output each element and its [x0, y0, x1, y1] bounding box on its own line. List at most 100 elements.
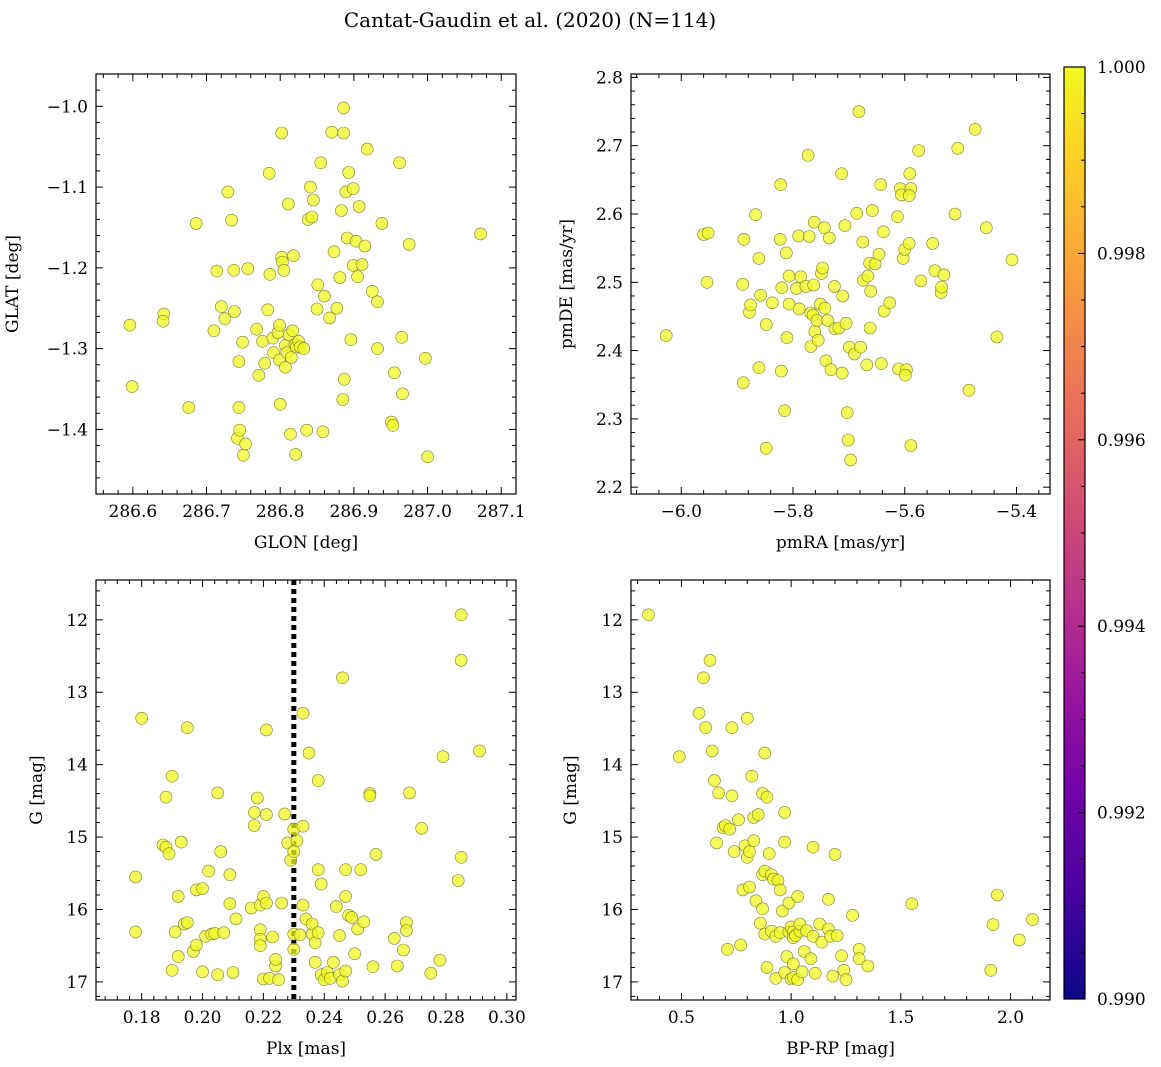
data-point — [433, 953, 447, 967]
x-tick-label: 0.22 — [244, 1008, 282, 1028]
y-tick-label: 17 — [66, 973, 88, 993]
data-point — [732, 813, 745, 827]
colorbar-tick-label: 0.994 — [1097, 617, 1146, 637]
data-point — [365, 284, 379, 298]
y-tick-label: 15 — [66, 828, 88, 848]
data-point — [211, 968, 224, 982]
data-point — [791, 890, 805, 903]
y-tick-label: −1.4 — [47, 420, 88, 440]
y-axis-label: G [mag] — [27, 755, 47, 824]
y-tick-label: 16 — [66, 900, 88, 920]
data-point — [229, 912, 243, 926]
data-point — [883, 296, 897, 310]
data-point — [968, 123, 982, 136]
data-point — [839, 316, 853, 330]
x-axis-label: GLON [deg] — [254, 533, 358, 553]
data-point — [190, 938, 203, 952]
data-point — [278, 807, 292, 821]
data-point — [337, 372, 351, 386]
y-tick-label: 13 — [601, 683, 623, 703]
data-point — [289, 448, 303, 461]
data-point — [360, 142, 374, 156]
x-axis-label: Plx [mas] — [266, 1039, 346, 1059]
data-point — [806, 929, 820, 943]
y-tick-label: 2.3 — [596, 410, 623, 430]
data-point — [402, 238, 416, 251]
data-point — [699, 721, 712, 735]
data-point — [165, 963, 179, 977]
colorbar-tick-label: 0.990 — [1097, 990, 1146, 1010]
data-point — [260, 808, 273, 821]
data-point — [815, 935, 829, 949]
data-point — [181, 721, 194, 735]
data-point — [310, 302, 324, 316]
x-tick-label: 0.26 — [366, 1008, 404, 1028]
data-point — [822, 231, 836, 245]
x-axis-label: pmRA [mas/yr] — [776, 533, 905, 553]
data-point — [293, 928, 307, 942]
data-point — [758, 746, 772, 760]
data-point — [828, 280, 841, 293]
data-point — [811, 333, 825, 347]
data-point — [302, 746, 316, 760]
data-point — [762, 847, 776, 861]
data-point — [723, 822, 737, 836]
data-point — [692, 706, 706, 720]
data-point — [774, 364, 788, 378]
data-point — [861, 269, 875, 283]
colorbar-tick-label: 1.000 — [1097, 58, 1146, 78]
x-tick-label: 0.30 — [488, 1008, 526, 1028]
data-point — [314, 156, 328, 170]
data-point — [951, 142, 965, 155]
data-point — [337, 101, 350, 115]
y-tick-label: 12 — [601, 611, 623, 631]
data-point — [844, 453, 857, 467]
data-point — [863, 321, 877, 335]
data-point — [903, 167, 917, 180]
y-tick-label: 2.4 — [596, 342, 623, 362]
data-point — [773, 233, 787, 246]
data-point — [330, 900, 343, 913]
data-point — [962, 383, 976, 397]
data-point — [327, 245, 341, 258]
data-point — [874, 178, 888, 191]
data-point — [835, 949, 848, 963]
data-point — [269, 953, 282, 966]
colorbar: 0.990 0.992 0.994 0.996 0.998 1.000 — [1063, 58, 1146, 1010]
x-tick-label: 0.5 — [668, 1008, 695, 1028]
data-point — [311, 278, 325, 292]
data-point — [826, 969, 840, 983]
data-point — [745, 769, 759, 783]
data-point — [250, 791, 264, 805]
data-point — [273, 397, 287, 411]
panel-glat-glon: 286.6 286.7 286.8 286.9 287.0 287.1 −1.0 −1.1 −1… — [3, 73, 526, 553]
data-point — [774, 178, 788, 191]
data-point — [822, 892, 835, 906]
data-point — [836, 289, 850, 303]
data-point — [754, 288, 767, 302]
data-point — [810, 314, 824, 327]
data-point — [337, 126, 350, 140]
data-point — [263, 267, 277, 281]
data-point — [986, 918, 1000, 932]
data-point — [171, 950, 185, 963]
data-point — [824, 363, 838, 377]
data-point — [806, 840, 820, 854]
data-point — [419, 351, 432, 365]
data-point — [725, 789, 739, 803]
data-point — [272, 973, 285, 987]
data-point — [339, 863, 352, 877]
data-point — [778, 806, 791, 819]
x-tick-label: 0.24 — [305, 1008, 343, 1028]
data-point — [743, 845, 756, 858]
x-tick-label: 1.5 — [887, 1008, 914, 1028]
data-point — [357, 915, 371, 929]
data-point — [318, 289, 331, 303]
data-point — [759, 318, 773, 331]
data-point — [239, 437, 252, 451]
data-point — [262, 167, 276, 180]
data-point — [701, 226, 715, 240]
data-point — [754, 916, 767, 930]
data-point — [248, 806, 261, 819]
data-point — [232, 355, 246, 368]
